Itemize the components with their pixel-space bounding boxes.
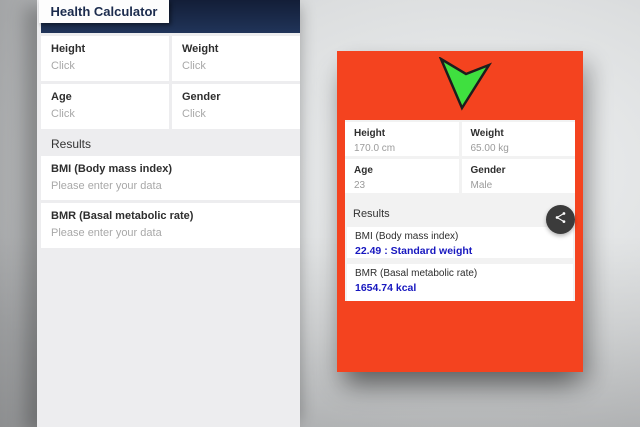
field-age-label: Age	[51, 91, 72, 103]
bmr-label: BMR (Basal metabolic rate)	[355, 268, 478, 279]
field-height-label: Height	[51, 43, 86, 55]
left-app-screenshot: Health Calculator Height Click Weight Cl…	[37, 0, 300, 427]
bmi-label: BMI (Body mass index)	[51, 163, 173, 175]
bmr-result-row: BMR (Basal metabolic rate) Please enter …	[41, 203, 300, 248]
field-height[interactable]: Height Click	[41, 36, 169, 81]
right-result-card: Height 170.0 cm Weight 65.00 kg Age 23 G…	[337, 51, 583, 372]
field-height-filled[interactable]: Height 170.0 cm	[345, 122, 459, 156]
bmi-placeholder: Please enter your data	[51, 180, 162, 192]
field-gender-label: Gender	[182, 91, 221, 103]
bmr-value: 1654.74 kcal	[355, 282, 417, 294]
field-gender-filled[interactable]: Gender Male	[461, 159, 575, 193]
card-content-panel: Height 170.0 cm Weight 65.00 kg Age 23 G…	[345, 120, 575, 301]
input-fields-grid: Height Click Weight Click Age Click Gend…	[41, 36, 300, 129]
field-gender[interactable]: Gender Click	[172, 84, 300, 129]
green-cursor-arrow-icon	[437, 55, 493, 112]
field-weight-filled[interactable]: Weight 65.00 kg	[461, 122, 575, 156]
bmr-placeholder: Please enter your data	[51, 227, 162, 239]
bmr-result-row: BMR (Basal metabolic rate) 1654.74 kcal	[347, 264, 573, 301]
filled-fields-grid: Height 170.0 cm Weight 65.00 kg Age 23 G…	[345, 122, 575, 193]
bmi-result-row: BMI (Body mass index) 22.49 : Standard w…	[347, 227, 573, 258]
field-age[interactable]: Age Click	[41, 84, 169, 129]
share-icon	[553, 210, 568, 230]
field-age-label: Age	[354, 165, 373, 176]
field-weight-label: Weight	[182, 43, 219, 55]
field-weight[interactable]: Weight Click	[172, 36, 300, 81]
field-height-value: 170.0 cm	[354, 143, 396, 154]
field-weight-value: 65.00 kg	[470, 143, 509, 154]
bmr-label: BMR (Basal metabolic rate)	[51, 210, 194, 222]
field-weight-label: Weight	[470, 128, 504, 139]
field-weight-placeholder: Click	[182, 60, 206, 72]
field-gender-placeholder: Click	[182, 108, 206, 120]
page-title: Health Calculator	[50, 4, 158, 19]
field-height-placeholder: Click	[51, 60, 75, 72]
bmi-label: BMI (Body mass index)	[355, 231, 459, 242]
bmi-value: 22.49 : Standard weight	[355, 245, 473, 257]
field-age-value: 23	[354, 180, 366, 191]
field-gender-label: Gender	[470, 165, 506, 176]
field-gender-value: Male	[470, 180, 493, 191]
share-button[interactable]	[546, 205, 575, 234]
field-height-label: Height	[354, 128, 386, 139]
bmi-result-row: BMI (Body mass index) Please enter your …	[41, 156, 300, 200]
results-section-header: Results	[353, 208, 390, 220]
results-section-header: Results	[51, 137, 92, 151]
app-title-tab: Health Calculator	[39, 0, 169, 23]
field-age-filled[interactable]: Age 23	[345, 159, 459, 193]
field-age-placeholder: Click	[51, 108, 75, 120]
